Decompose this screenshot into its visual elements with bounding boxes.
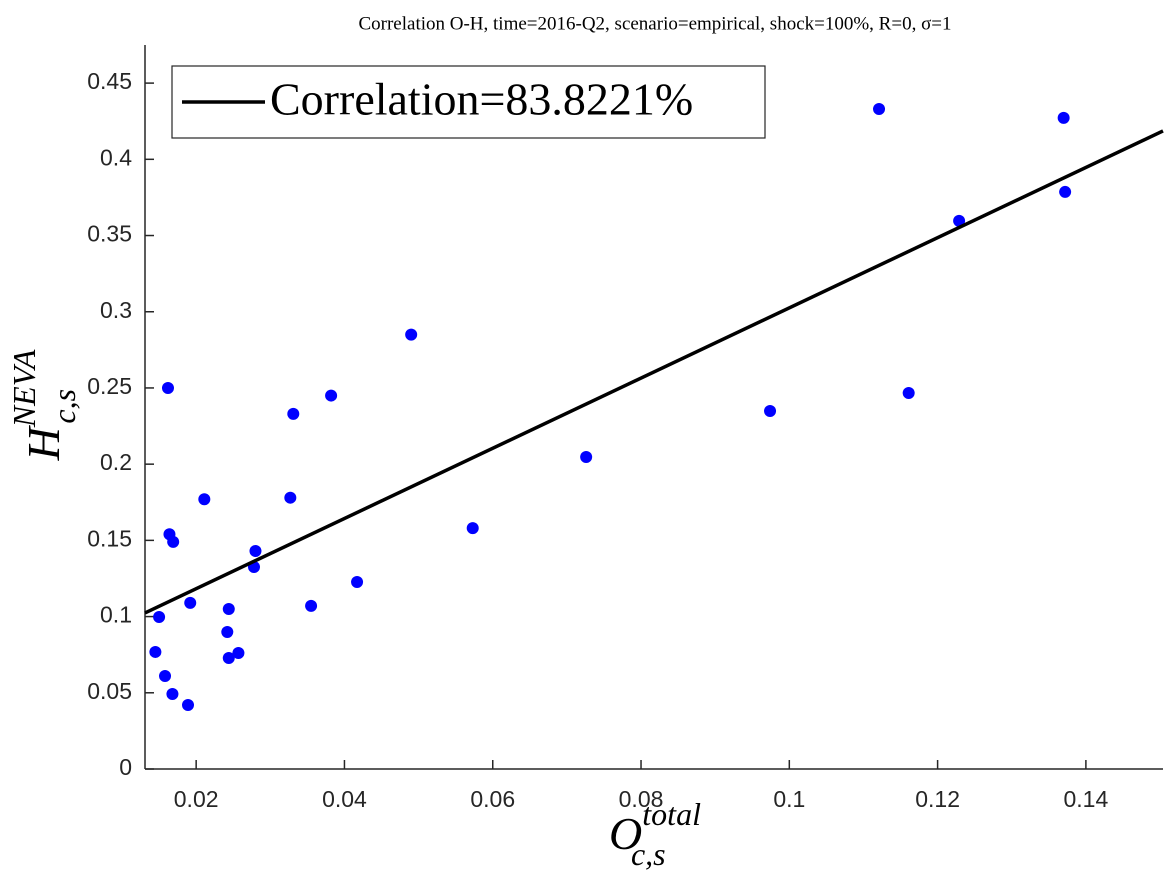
x-tick-label: 0.04 xyxy=(322,786,367,812)
legend-box xyxy=(171,65,766,139)
y-tick-label: 0.15 xyxy=(87,525,132,551)
x-tick-label: 0.14 xyxy=(1064,786,1109,812)
y-tick-label: 0.2 xyxy=(100,449,132,475)
x-tick-label: 0.06 xyxy=(470,786,515,812)
y-tick-label: 0.05 xyxy=(87,678,132,704)
y-tick-label: 0.25 xyxy=(87,373,132,399)
scatter-point xyxy=(287,407,300,420)
y-tick-label: 0.3 xyxy=(100,297,132,323)
scatter-point xyxy=(1059,185,1072,198)
y-tick-label: 0.1 xyxy=(100,602,132,628)
scatter-point xyxy=(764,404,777,417)
legend-label: Correlation=83.8221% xyxy=(270,74,693,125)
scatter-point xyxy=(351,575,364,588)
x-axis-label: Ototal c,s xyxy=(609,796,701,872)
scatter-point xyxy=(325,389,338,402)
scatter-point xyxy=(149,645,162,658)
scatter-point xyxy=(166,688,179,701)
y-label-base: H xyxy=(18,424,69,461)
x-tick-label: 0.1 xyxy=(773,786,805,812)
scatter-point xyxy=(153,611,166,624)
scatter-point xyxy=(284,491,297,504)
scatter-point xyxy=(184,596,197,609)
x-label-sup: total xyxy=(642,796,701,832)
y-axis-label: HNEVA c,s xyxy=(6,349,82,461)
x-label-base: O xyxy=(609,808,642,859)
x-tick-label: 0.08 xyxy=(619,786,664,812)
scatter-point xyxy=(198,493,211,506)
scatter-point xyxy=(466,522,479,535)
scatter-point xyxy=(221,625,234,638)
scatter-point xyxy=(232,647,245,660)
y-tick-label: 0.4 xyxy=(100,144,132,170)
scatter-point xyxy=(182,698,195,711)
y-tick-label: 0 xyxy=(119,754,132,780)
scatter-point xyxy=(902,386,915,399)
y-label-sub: c,s xyxy=(46,389,82,424)
scatter-point xyxy=(1057,111,1070,124)
chart-title: Correlation O-H, time=2016-Q2, scenario=… xyxy=(358,13,951,34)
scatter-point xyxy=(161,381,174,394)
y-label-sup: NEVA xyxy=(6,349,42,428)
scatter-point xyxy=(580,450,593,463)
scatter-point xyxy=(249,545,262,558)
scatter-point xyxy=(159,670,172,683)
scatter-point xyxy=(222,602,235,615)
x-label-sub: c,s xyxy=(631,836,666,872)
x-tick-label: 0.12 xyxy=(915,786,960,812)
scatter-point xyxy=(305,599,318,612)
scatter-point xyxy=(222,652,235,665)
scatter-point xyxy=(953,214,966,227)
scatter-point xyxy=(405,328,418,341)
scatter-point xyxy=(167,535,180,548)
y-tick-label: 0.45 xyxy=(87,68,132,94)
y-tick-label: 0.35 xyxy=(87,221,132,247)
scatter-point xyxy=(873,103,886,116)
x-tick-label: 0.02 xyxy=(174,786,219,812)
fit-line xyxy=(144,129,1164,615)
